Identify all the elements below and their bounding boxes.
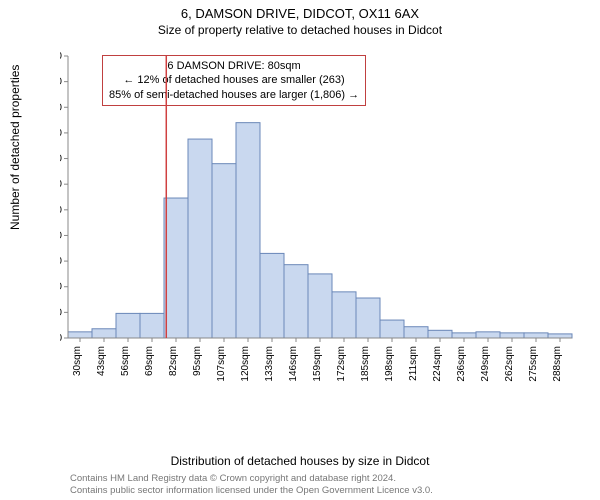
svg-text:133sqm: 133sqm xyxy=(264,346,275,382)
svg-text:550: 550 xyxy=(60,51,62,62)
svg-text:249sqm: 249sqm xyxy=(480,346,491,382)
svg-text:82sqm: 82sqm xyxy=(168,346,179,376)
svg-text:350: 350 xyxy=(60,154,62,165)
footer-line1: Contains HM Land Registry data © Crown c… xyxy=(70,473,433,484)
svg-text:250: 250 xyxy=(60,205,62,216)
svg-text:56sqm: 56sqm xyxy=(120,346,131,376)
svg-text:400: 400 xyxy=(60,128,62,139)
svg-text:500: 500 xyxy=(60,77,62,88)
svg-text:262sqm: 262sqm xyxy=(504,346,515,382)
y-axis-label: Number of detached properties xyxy=(8,65,22,230)
svg-text:107sqm: 107sqm xyxy=(216,346,227,382)
svg-text:100: 100 xyxy=(60,282,62,293)
svg-text:275sqm: 275sqm xyxy=(528,346,539,382)
svg-text:300: 300 xyxy=(60,179,62,190)
svg-text:120sqm: 120sqm xyxy=(240,346,251,382)
svg-text:172sqm: 172sqm xyxy=(336,346,347,382)
svg-text:288sqm: 288sqm xyxy=(552,346,563,382)
svg-text:211sqm: 211sqm xyxy=(408,346,419,381)
svg-text:224sqm: 224sqm xyxy=(432,346,443,382)
svg-text:146sqm: 146sqm xyxy=(288,346,299,382)
svg-text:43sqm: 43sqm xyxy=(96,346,107,376)
x-axis-label: Distribution of detached houses by size … xyxy=(0,454,600,468)
svg-text:0: 0 xyxy=(60,333,62,344)
svg-text:30sqm: 30sqm xyxy=(72,346,83,376)
svg-text:198sqm: 198sqm xyxy=(384,346,395,382)
svg-text:150: 150 xyxy=(60,256,62,267)
svg-text:236sqm: 236sqm xyxy=(456,346,467,382)
footer-attribution: Contains HM Land Registry data © Crown c… xyxy=(70,473,433,496)
histogram-chart: 0 50 100 150 200 250 300 350 400 450 500 550 30sqm 43… xyxy=(60,50,580,390)
svg-text:69sqm: 69sqm xyxy=(144,346,155,376)
svg-text:50: 50 xyxy=(60,307,62,318)
svg-text:185sqm: 185sqm xyxy=(360,346,371,382)
svg-text:200: 200 xyxy=(60,230,62,241)
svg-text:159sqm: 159sqm xyxy=(312,346,323,382)
footer-line2: Contains public sector information licen… xyxy=(70,485,433,496)
page-subtitle: Size of property relative to detached ho… xyxy=(0,21,600,37)
svg-text:450: 450 xyxy=(60,102,62,113)
page-title: 6, DAMSON DRIVE, DIDCOT, OX11 6AX xyxy=(0,0,600,21)
svg-text:95sqm: 95sqm xyxy=(192,346,203,376)
